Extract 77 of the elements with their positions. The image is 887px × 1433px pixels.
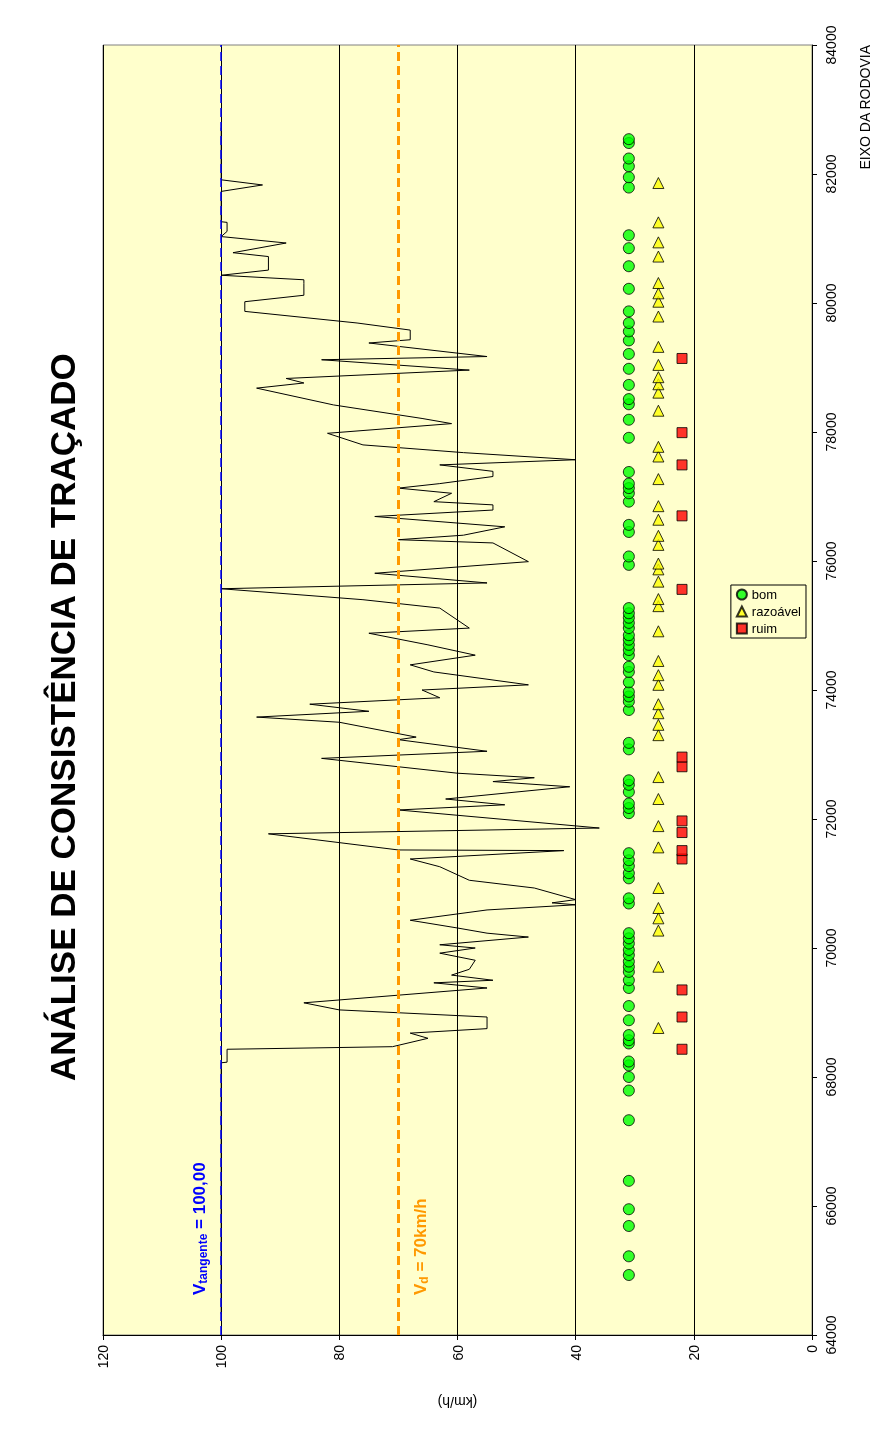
y-tick-label: 64000 <box>823 1315 839 1355</box>
x-tick-label: 100 <box>213 1344 230 1369</box>
point <box>652 793 665 806</box>
point <box>652 250 665 263</box>
point <box>652 236 665 249</box>
point <box>652 771 665 784</box>
point <box>676 352 688 364</box>
y-tick-label: 82000 <box>823 154 839 194</box>
point <box>652 500 665 513</box>
point <box>652 882 665 895</box>
point <box>676 427 688 439</box>
x-tick-label: 120 <box>95 1344 111 1369</box>
x-tick-label: 80 <box>331 1344 348 1361</box>
point <box>676 827 688 839</box>
x-tick-label: 40 <box>567 1344 584 1361</box>
y-tick-label: 78000 <box>823 412 839 452</box>
y-tick-label: 76000 <box>823 541 839 581</box>
point <box>676 510 688 522</box>
point <box>676 984 688 996</box>
point <box>652 404 665 417</box>
ref-line-label: Vd = 70km/h <box>410 1198 432 1295</box>
point <box>652 678 665 691</box>
point <box>652 1021 665 1034</box>
point <box>652 654 665 667</box>
point <box>652 216 665 229</box>
y-tick-label: 74000 <box>823 670 839 710</box>
point <box>652 960 665 973</box>
point <box>676 583 688 595</box>
point <box>652 820 665 833</box>
point <box>676 1043 688 1055</box>
point <box>652 529 665 542</box>
point <box>652 340 665 353</box>
x-tick-label: 20 <box>685 1344 702 1361</box>
legend-label: ruim <box>751 621 778 636</box>
point <box>652 669 665 682</box>
point <box>676 845 688 857</box>
y-tick-label: 68000 <box>823 1057 839 1097</box>
point <box>652 902 665 915</box>
point <box>652 575 665 588</box>
point <box>652 593 665 606</box>
x-tick-label: 0 <box>804 1344 820 1353</box>
y-tick-label: 66000 <box>823 1186 839 1226</box>
point <box>676 815 688 827</box>
x-axis-title: (km/h) <box>437 1394 478 1410</box>
point <box>652 310 665 323</box>
y-tick-label: 72000 <box>823 799 839 839</box>
point <box>652 718 665 731</box>
legend-label: razoável <box>751 604 802 619</box>
text: ANÁLISE DE CONSISTÊNCIA DE TRAÇADO <box>43 353 82 1082</box>
point <box>652 625 665 638</box>
point <box>652 473 665 486</box>
point <box>652 371 665 384</box>
point <box>652 177 665 190</box>
point <box>652 287 665 300</box>
point <box>652 707 665 720</box>
y-tick-label: 84000 <box>823 25 839 65</box>
point <box>652 440 665 453</box>
point <box>652 450 665 463</box>
y-tick-label: 70000 <box>823 928 839 968</box>
point <box>652 729 665 742</box>
point <box>652 358 665 371</box>
y-axis-title: EIXO DA RODOVIA <box>857 44 873 170</box>
point <box>652 277 665 290</box>
point <box>652 698 665 711</box>
point <box>676 751 688 763</box>
point <box>676 1011 688 1023</box>
point <box>652 924 665 937</box>
point <box>676 761 688 773</box>
point <box>652 912 665 925</box>
legend-label: bom <box>751 587 778 602</box>
ref-line-label: Vtangente = 100,00 <box>189 1162 211 1295</box>
y-tick-label: 80000 <box>823 283 839 323</box>
point <box>652 841 665 854</box>
point <box>676 459 688 471</box>
point <box>652 557 665 570</box>
x-tick-label: 60 <box>449 1344 466 1361</box>
point <box>652 513 665 526</box>
